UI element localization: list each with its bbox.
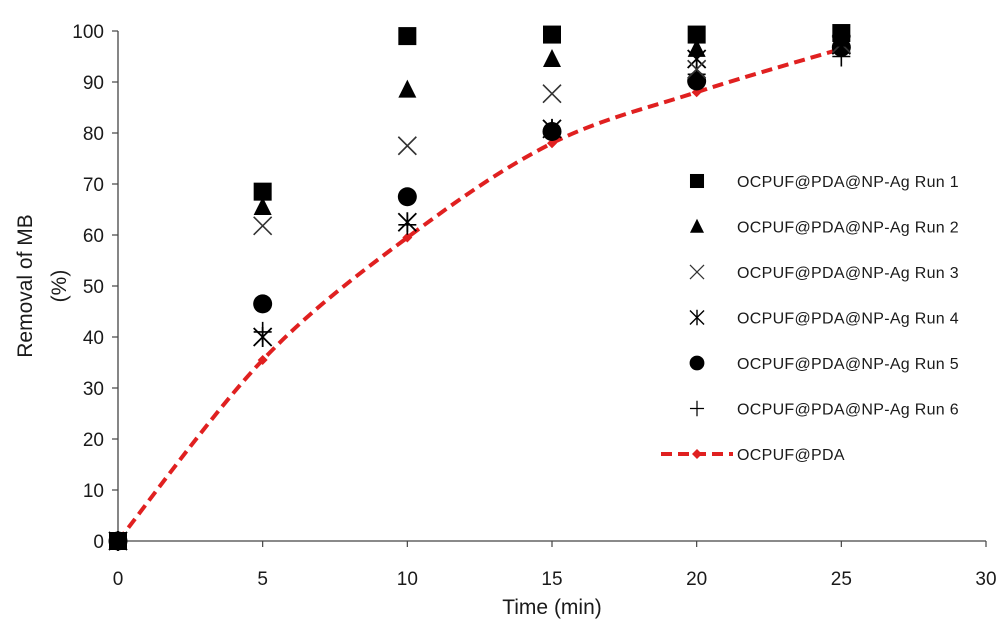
run-5-point bbox=[687, 71, 707, 91]
x-tick-label: 10 bbox=[397, 569, 418, 590]
run-1-point bbox=[398, 27, 417, 46]
legend-swatch bbox=[689, 400, 705, 417]
y-tick-label: 0 bbox=[93, 532, 104, 553]
ocpuf-pda-point bbox=[257, 354, 268, 365]
x-tick-label: 5 bbox=[257, 569, 268, 590]
legend-item: OCPUF@PDA@NP-Ag Run 2 bbox=[689, 218, 959, 237]
run-1-point bbox=[109, 532, 127, 550]
legend-swatch bbox=[689, 309, 705, 326]
x-tick-label: 25 bbox=[831, 569, 852, 590]
y-tick-label: 50 bbox=[83, 277, 104, 298]
legend-label: OCPUF@PDA@NP-Ag Run 5 bbox=[737, 356, 959, 373]
run-3-point bbox=[397, 136, 417, 156]
run-1-point bbox=[687, 25, 706, 44]
run-2-point bbox=[687, 38, 706, 57]
ocpuf-pda-point bbox=[402, 232, 413, 243]
legend-item: OCPUF@PDA@NP-Ag Run 4 bbox=[689, 309, 959, 328]
run-1-point bbox=[253, 182, 272, 201]
legend-swatch bbox=[689, 355, 705, 371]
x-tick-label: 0 bbox=[113, 569, 124, 590]
run-4-point bbox=[397, 212, 417, 233]
y-tick-label: 30 bbox=[83, 379, 104, 400]
axes bbox=[117, 31, 986, 542]
y-tick-label: 80 bbox=[83, 124, 104, 145]
x-ticks: 0 5 10 15 20 25 30 bbox=[113, 541, 997, 590]
y-tick-label: 90 bbox=[83, 73, 104, 94]
legend-item: OCPUF@PDA@NP-Ag Run 5 bbox=[689, 355, 959, 373]
legend: OCPUF@PDA@NP-Ag Run 1 OCPUF@PDA@NP-Ag Run… bbox=[661, 173, 959, 464]
y-tick-label: 10 bbox=[83, 481, 104, 502]
run-1-point bbox=[543, 25, 561, 44]
run-4-point bbox=[253, 327, 273, 347]
y-axis-title: Removal of MB (%) bbox=[14, 214, 71, 358]
legend-diamond-swatch bbox=[692, 449, 702, 459]
legend-label: OCPUF@PDA@NP-Ag Run 3 bbox=[737, 265, 959, 282]
run-4-point bbox=[542, 118, 562, 139]
x-tick-label: 30 bbox=[975, 569, 996, 590]
marker-layer bbox=[108, 24, 851, 551]
x-tick-label: 15 bbox=[541, 569, 562, 590]
legend-swatch bbox=[689, 218, 705, 233]
y-tick-label: 60 bbox=[83, 226, 104, 247]
y-tick-label: 20 bbox=[83, 430, 104, 451]
y-tick-label: 100 bbox=[72, 22, 104, 43]
run-2-point bbox=[398, 79, 417, 98]
ocpuf-pda-line bbox=[116, 46, 842, 543]
run-2-point bbox=[543, 49, 561, 68]
x-axis-title: Time (min) bbox=[502, 596, 602, 619]
run-5-point bbox=[397, 187, 417, 207]
y-tick-label: 40 bbox=[83, 328, 104, 349]
legend-item: OCPUF@PDA bbox=[661, 447, 845, 464]
y-axis-title-line2: (%) bbox=[48, 270, 71, 303]
run-2-point bbox=[253, 196, 272, 215]
y-axis-title-line1: Removal of MB bbox=[14, 214, 37, 358]
legend-label: OCPUF@PDA@NP-Ag Run 6 bbox=[737, 402, 959, 419]
y-ticks: 0 10 20 30 40 50 60 70 80 90 100 bbox=[72, 22, 118, 553]
run-3-point bbox=[253, 216, 273, 236]
legend-label: OCPUF@PDA@NP-Ag Run 4 bbox=[737, 311, 959, 328]
legend-label: OCPUF@PDA@NP-Ag Run 2 bbox=[737, 220, 959, 237]
legend-swatch bbox=[689, 173, 705, 189]
x-tick-label: 20 bbox=[686, 569, 707, 590]
legend-swatch bbox=[689, 264, 705, 280]
run-3-point bbox=[687, 59, 707, 79]
legend-label: OCPUF@PDA bbox=[737, 447, 845, 464]
y-tick-label: 70 bbox=[83, 175, 104, 196]
ocpuf-pda-point bbox=[547, 138, 557, 149]
legend-item: OCPUF@PDA@NP-Ag Run 6 bbox=[689, 400, 959, 419]
run-1-point bbox=[832, 24, 851, 43]
ocpuf-pda-line-layer bbox=[113, 43, 847, 546]
legend-item: OCPUF@PDA@NP-Ag Run 3 bbox=[689, 264, 959, 282]
run-5-point bbox=[253, 294, 273, 314]
legend-label: OCPUF@PDA@NP-Ag Run 1 bbox=[737, 174, 959, 191]
legend-item: OCPUF@PDA@NP-Ag Run 1 bbox=[689, 173, 959, 191]
run-3-point bbox=[542, 84, 562, 104]
